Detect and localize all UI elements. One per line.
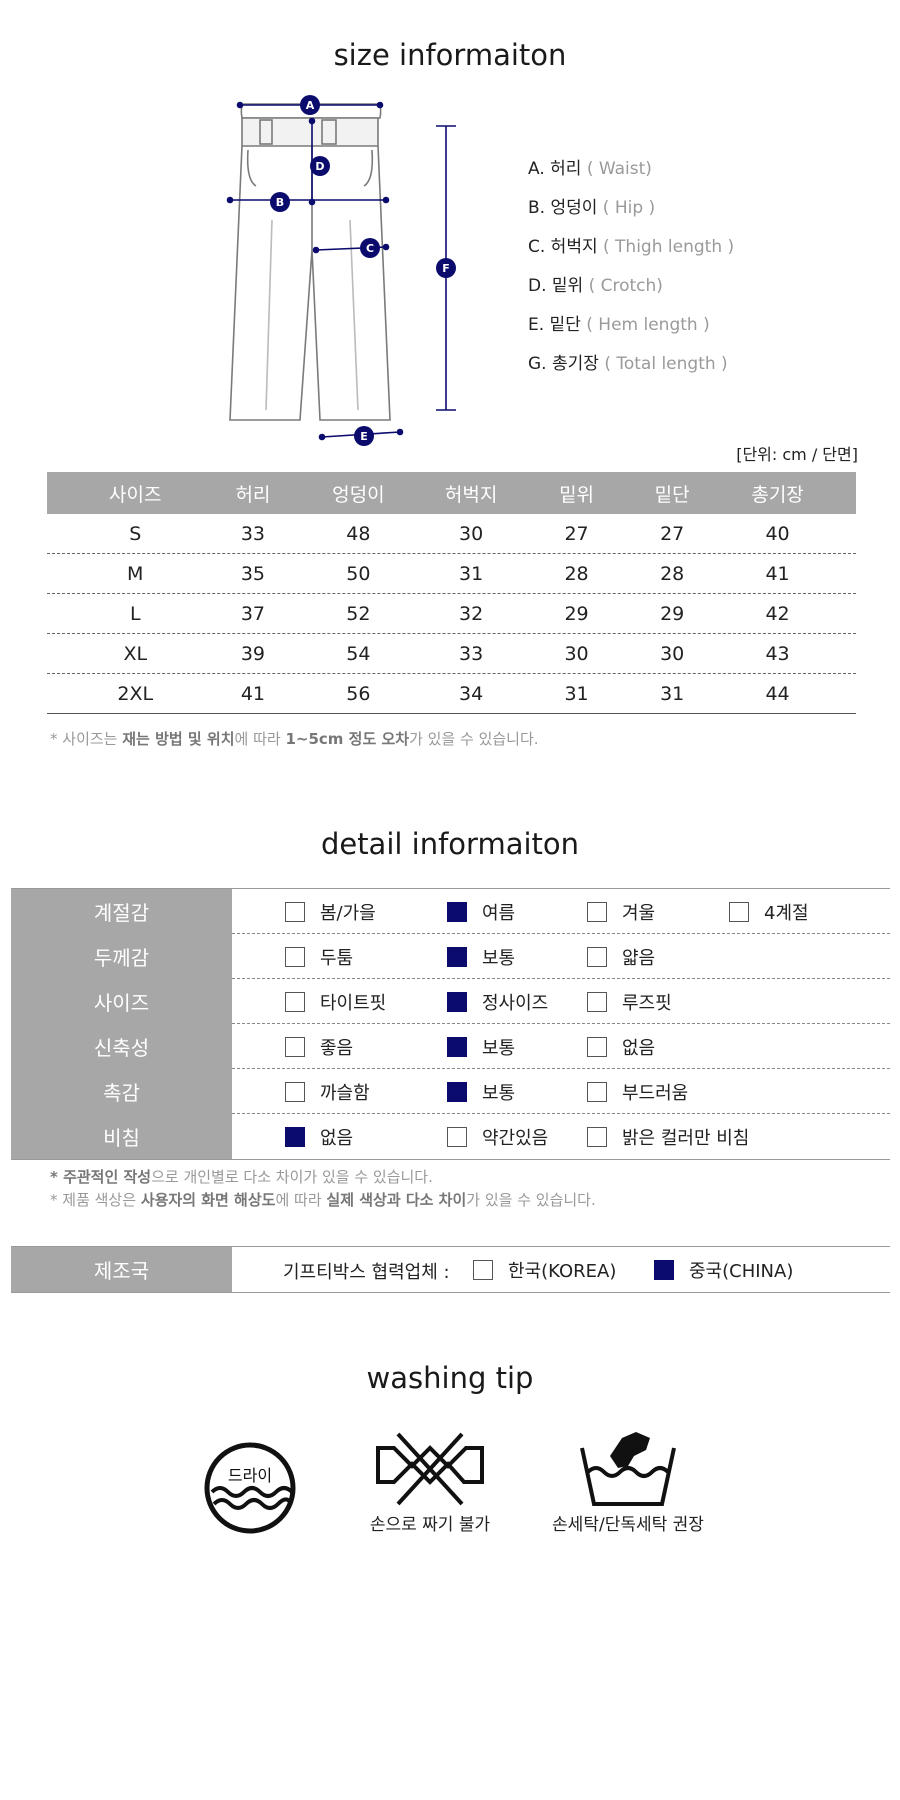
checkbox[interactable]: [285, 991, 305, 1012]
detail-note-1: * 주관적인 작성으로 개인별로 다소 차이가 있을 수 있습니다.: [50, 1168, 433, 1186]
checkbox[interactable]: [285, 1081, 305, 1102]
option-summer[interactable]: 여름: [447, 889, 515, 934]
origin-label: 제조국: [11, 1247, 232, 1292]
detail-row-season: 계절감 봄/가을 여름 겨울 4계절: [11, 889, 890, 934]
legend-item: G. 총기장 ( Total length ): [528, 354, 728, 374]
hand-wash-icon: [580, 1432, 676, 1506]
detail-label: 촉감: [11, 1069, 232, 1114]
no-wring-caption: 손으로 짜기 불가: [369, 1515, 491, 1535]
option-regular-fit[interactable]: 정사이즈: [447, 979, 548, 1024]
header-cell: 허리: [235, 483, 271, 506]
origin-row: 제조국 기프티박스 협력업체 : 한국(KOREA) 중국(CHINA): [11, 1246, 890, 1293]
checkbox-checked[interactable]: [447, 1036, 467, 1057]
option-rough[interactable]: 까슬함: [285, 1069, 370, 1114]
checkbox[interactable]: [587, 1126, 607, 1147]
detail-label: 두께감: [11, 934, 232, 979]
option-light-colors-only[interactable]: 밝은 컬러만 비침: [587, 1114, 749, 1159]
size-table: 사이즈 허리 엉덩이 허벅지 밑위 밑단 총기장 S 33 48 30 27 2…: [47, 472, 856, 714]
no-wring-icon: [376, 1432, 484, 1506]
header-cell: 사이즈: [109, 483, 162, 506]
checkbox-checked[interactable]: [285, 1126, 305, 1147]
legend-item: D. 밑위 ( Crotch): [528, 276, 663, 296]
detail-label: 계절감: [11, 889, 232, 934]
detail-row-stretch: 신축성 좋음 보통 없음: [11, 1024, 890, 1069]
hand-wash-caption: 손세탁/단독세탁 권장: [552, 1515, 704, 1535]
marker-d: D: [315, 160, 324, 173]
detail-row-texture: 촉감 까슬함 보통 부드러움: [11, 1069, 890, 1114]
dry-clean-icon: 드라이: [204, 1442, 296, 1534]
header-cell: 총기장: [751, 483, 804, 506]
table-row: S 33 48 30 27 27 40: [47, 514, 856, 554]
legend-item: C. 허벅지 ( Thigh length ): [528, 237, 735, 257]
checkbox-checked[interactable]: [447, 991, 467, 1012]
option-korea[interactable]: 한국(KOREA): [473, 1247, 616, 1292]
marker-e: E: [360, 430, 368, 443]
table-row: XL 39 54 33 30 30 43: [47, 634, 856, 674]
checkbox[interactable]: [587, 991, 607, 1012]
marker-b: B: [276, 196, 284, 209]
checkbox-checked[interactable]: [447, 946, 467, 967]
marker-c: C: [366, 242, 374, 255]
checkbox[interactable]: [285, 1036, 305, 1057]
option-thick[interactable]: 두툼: [285, 934, 353, 979]
marker-f: F: [442, 262, 450, 275]
option-spring-fall[interactable]: 봄/가을: [285, 889, 376, 934]
option-normal[interactable]: 보통: [447, 934, 515, 979]
unit-note: [단위: cm / 단면]: [736, 445, 858, 464]
detail-label: 신축성: [11, 1024, 232, 1069]
checkbox[interactable]: [285, 946, 305, 967]
legend-item: B. 엉덩이 ( Hip ): [528, 198, 656, 218]
table-row: M 35 50 31 28 28 41: [47, 554, 856, 594]
option-all-seasons[interactable]: 4계절: [729, 889, 809, 934]
table-row: L 37 52 32 29 29 42: [47, 594, 856, 634]
table-row: 2XL 41 56 34 31 31 44: [117, 682, 790, 705]
option-loose-fit[interactable]: 루즈핏: [587, 979, 672, 1024]
detail-row-fit: 사이즈 타이트핏 정사이즈 루즈핏: [11, 979, 890, 1024]
checkbox[interactable]: [587, 1036, 607, 1057]
header-cell: 밑단: [654, 483, 690, 506]
dry-clean-label: 드라이: [228, 1466, 272, 1485]
measurement-legend: A. 허리 ( Waist) B. 엉덩이 ( Hip ) C. 허벅지 ( T…: [528, 154, 734, 388]
option-normal[interactable]: 보통: [447, 1069, 515, 1114]
checkbox[interactable]: [587, 946, 607, 967]
pants-diagram: A B C D E F: [226, 95, 456, 446]
option-china[interactable]: 중국(CHINA): [654, 1247, 793, 1292]
detail-label: 사이즈: [11, 979, 232, 1024]
checkbox[interactable]: [447, 1126, 467, 1147]
checkbox-checked[interactable]: [447, 901, 467, 922]
checkbox[interactable]: [285, 901, 305, 922]
header-cell: 밑위: [559, 483, 595, 506]
legend-item: E. 밑단 ( Hem length ): [528, 315, 710, 335]
checkbox[interactable]: [587, 1081, 607, 1102]
size-table-header: 사이즈 허리 엉덩이 허벅지 밑위 밑단 총기장: [47, 472, 856, 514]
checkbox[interactable]: [587, 901, 607, 922]
detail-section-title: detail informaiton: [320, 827, 580, 861]
header-cell: 허벅지: [444, 483, 498, 506]
detail-table: 계절감 봄/가을 여름 겨울 4계절 두께감 두툼 보통 얇음 사이즈 타이트핏…: [11, 888, 890, 1160]
detail-note-2: * 제품 색상은 사용자의 화면 해상도에 따라 실제 색상과 다소 차이가 있…: [50, 1191, 596, 1209]
option-winter[interactable]: 겨울: [587, 889, 655, 934]
marker-a: A: [306, 99, 315, 112]
checkbox[interactable]: [729, 901, 749, 922]
checkbox-checked[interactable]: [654, 1259, 674, 1280]
washing-section-title: washing tip: [366, 1361, 534, 1395]
option-good[interactable]: 좋음: [285, 1024, 353, 1069]
size-section-title: size informaiton: [333, 38, 567, 72]
origin-prefix: 기프티박스 협력업체 :: [283, 1262, 450, 1283]
detail-row-thickness: 두께감 두툼 보통 얇음: [11, 934, 890, 979]
option-slightly[interactable]: 약간있음: [447, 1114, 548, 1159]
checkbox-checked[interactable]: [447, 1081, 467, 1102]
legend-item: A. 허리 ( Waist): [528, 159, 652, 179]
option-none[interactable]: 없음: [587, 1024, 655, 1069]
option-thin[interactable]: 얇음: [587, 934, 655, 979]
option-normal[interactable]: 보통: [447, 1024, 515, 1069]
option-soft[interactable]: 부드러움: [587, 1069, 688, 1114]
detail-row-sheerness: 비침 없음 약간있음 밝은 컬러만 비침: [11, 1114, 890, 1159]
header-cell: 엉덩이: [332, 483, 385, 506]
option-none[interactable]: 없음: [285, 1114, 353, 1159]
checkbox[interactable]: [473, 1259, 493, 1280]
option-tight-fit[interactable]: 타이트핏: [285, 979, 386, 1024]
size-note: * 사이즈는 재는 방법 및 위치에 따라 1~5cm 정도 오차가 있을 수 …: [50, 730, 539, 748]
detail-label: 비침: [11, 1114, 232, 1159]
